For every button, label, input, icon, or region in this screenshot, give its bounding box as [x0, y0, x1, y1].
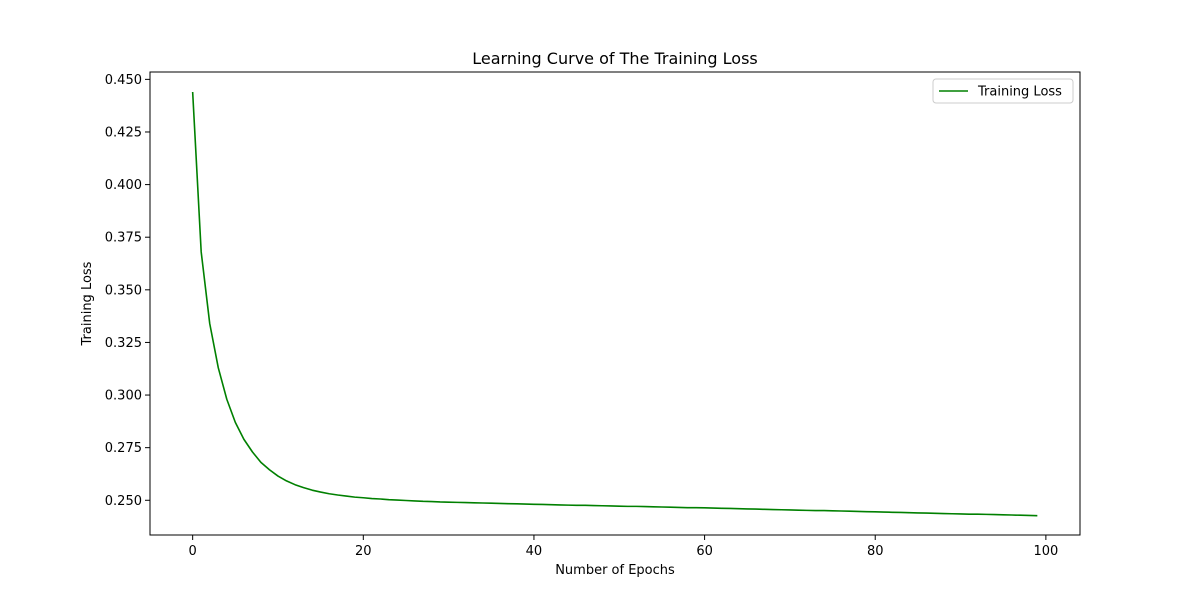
- x-tick-label: 80: [867, 544, 884, 559]
- x-tick-label: 60: [696, 544, 713, 559]
- y-tick-label: 0.450: [105, 73, 142, 88]
- y-tick-label: 0.300: [105, 389, 142, 404]
- x-tick-label: 40: [526, 544, 543, 559]
- legend-box: [932, 78, 1074, 104]
- chart-title: Learning Curve of The Training Loss: [472, 49, 758, 68]
- y-tick-label: 0.400: [105, 178, 142, 193]
- x-tick-label: 0: [189, 544, 197, 559]
- y-tick-label: 0.250: [105, 494, 142, 509]
- x-tick-label: 100: [1033, 544, 1058, 559]
- y-axis-label: Training Loss: [80, 261, 95, 346]
- y-tick-label: 0.425: [105, 125, 142, 140]
- y-tick-label: 0.375: [105, 231, 142, 246]
- legend-label: Training Loss: [977, 85, 1062, 100]
- x-axis-label: Number of Epochs: [555, 563, 675, 578]
- plot-frame: [149, 71, 1081, 536]
- x-tick-label: 20: [355, 544, 372, 559]
- y-tick-label: 0.325: [105, 336, 142, 351]
- training-loss-line: [191, 91, 1038, 517]
- y-tick-label: 0.275: [105, 441, 142, 456]
- y-tick-label: 0.350: [105, 283, 142, 298]
